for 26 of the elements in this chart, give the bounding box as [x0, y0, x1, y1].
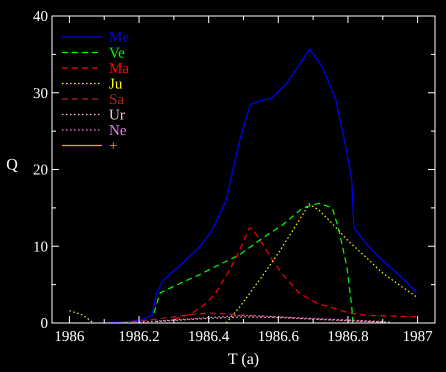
line-series	[121, 312, 384, 324]
legend-label: Ma	[109, 61, 130, 77]
x-axis-title: T (a)	[228, 351, 260, 368]
x-tick-label: 1986	[54, 329, 85, 345]
line-series	[173, 227, 418, 320]
legend-label: Ve	[109, 46, 126, 62]
legend-label: Ju	[109, 76, 123, 92]
line-series	[104, 48, 418, 324]
y-tick-label: 10	[33, 239, 48, 256]
x-tick-label: 1986.8	[327, 329, 369, 345]
y-tick-label: 0	[40, 316, 48, 332]
legend-label: Ur	[109, 108, 125, 124]
x-tick-label: 1986.6	[258, 329, 300, 345]
line-series	[138, 314, 384, 323]
legend-label: Sa	[109, 92, 124, 108]
legend-label: +	[109, 138, 118, 154]
y-tick-label: 20	[33, 162, 48, 178]
y-tick-label: 40	[33, 9, 48, 25]
y-axis-title: Q	[6, 156, 18, 174]
legend-label: Ne	[109, 123, 127, 139]
x-tick-label: 1986.2	[118, 329, 160, 345]
x-tick-label: 1986.4	[188, 329, 230, 345]
legend-label: Me	[109, 30, 130, 46]
line-series	[153, 202, 354, 324]
y-tick-label: 30	[33, 86, 48, 102]
x-tick-label: 1987	[402, 329, 434, 345]
